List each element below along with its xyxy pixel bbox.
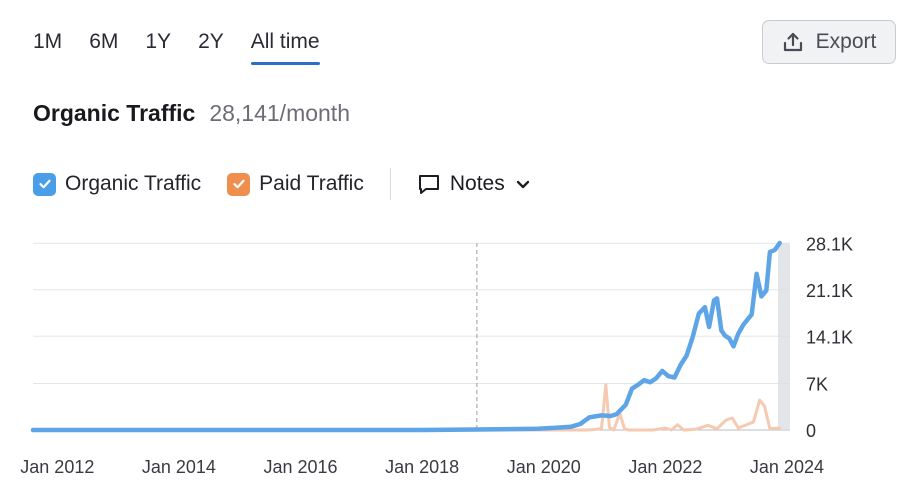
tab-1y[interactable]: 1Y [145,30,172,53]
hover-band [778,243,790,430]
y-tick-label: 21.1K [806,281,853,301]
y-tick-label: 28.1K [806,234,853,254]
y-tick-label: 7K [806,374,828,394]
organic-traffic-line [30,240,782,433]
notes-dropdown[interactable]: Notes [417,172,532,196]
x-tick-label: Jan 2018 [385,457,459,477]
chevron-down-icon [516,180,529,189]
tab-all-time[interactable]: All time [250,29,320,65]
comment-icon [418,175,439,194]
page-title: Organic Traffic [33,100,196,126]
tab-6m[interactable]: 6M [89,30,119,53]
traffic-value: 28,141/month [209,100,350,126]
chart-legend: Organic Traffic Paid Traffic Notes [33,168,532,200]
y-tick-label: 0 [806,421,816,441]
x-tick-label: Jan 2020 [507,457,581,477]
export-icon [783,32,802,52]
x-tick-label: Jan 2016 [263,457,337,477]
notes-label: Notes [449,172,505,195]
legend-item-paid-traffic[interactable]: Paid Traffic [227,172,364,196]
export-label: Export [815,30,877,53]
tab-2y[interactable]: 2Y [198,30,224,53]
checkbox-icon[interactable] [227,172,251,196]
tab-1m[interactable]: 1M [33,30,63,53]
x-tick-label: Jan 2024 [750,457,824,477]
title-row: Organic Traffic 28,141/month [33,100,350,127]
legend-item-organic-traffic[interactable]: Organic Traffic [33,172,201,196]
y-tick-label: 14.1K [806,327,853,347]
x-tick-label: Jan 2022 [628,457,702,477]
time-range-tabs: 1M 6M 1Y 2Y All time [33,29,347,65]
traffic-chart[interactable]: 0 7K 14.1K 21.1K 28.1K Jan 2012 Jan 2014 Jan 20… [0,225,910,504]
paid-traffic-line [31,383,782,432]
checkbox-icon[interactable] [33,172,56,196]
legend-label: Organic Traffic [65,172,202,195]
legend-divider [389,168,391,200]
legend-label: Paid Traffic [259,172,364,195]
x-tick-label: Jan 2012 [20,457,94,477]
x-tick-label: Jan 2014 [142,457,216,477]
export-button[interactable]: Export [762,20,896,64]
